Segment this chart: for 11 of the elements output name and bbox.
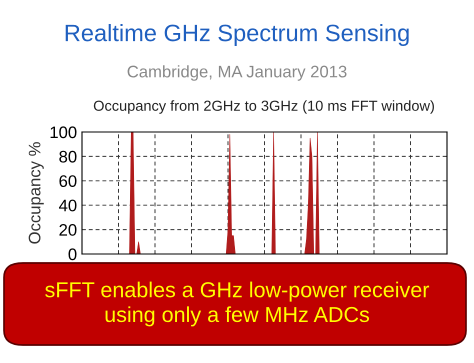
text: sFFT enables a GHz low-power receiver using only a few MHz ADCs [45,282,430,326]
y-tick-label: 40 [58,200,76,212]
y-tick-label: 100 [50,126,76,138]
text: Occupancy from 2GHz to 3GHz (10 ms FFT window) [94,100,434,114]
y-tick-label: 0 [68,248,76,260]
y-tick-label: 60 [59,175,76,188]
chart-subtitle: Cambridge, MA January 2013 [128,65,347,81]
chart-title: Realtime GHz Spectrum Sensing [66,24,409,46]
y-tick-label: 80 [59,150,76,163]
y-axis-title: Occupancy % [28,142,44,244]
y-tick-label: 20 [59,224,76,236]
